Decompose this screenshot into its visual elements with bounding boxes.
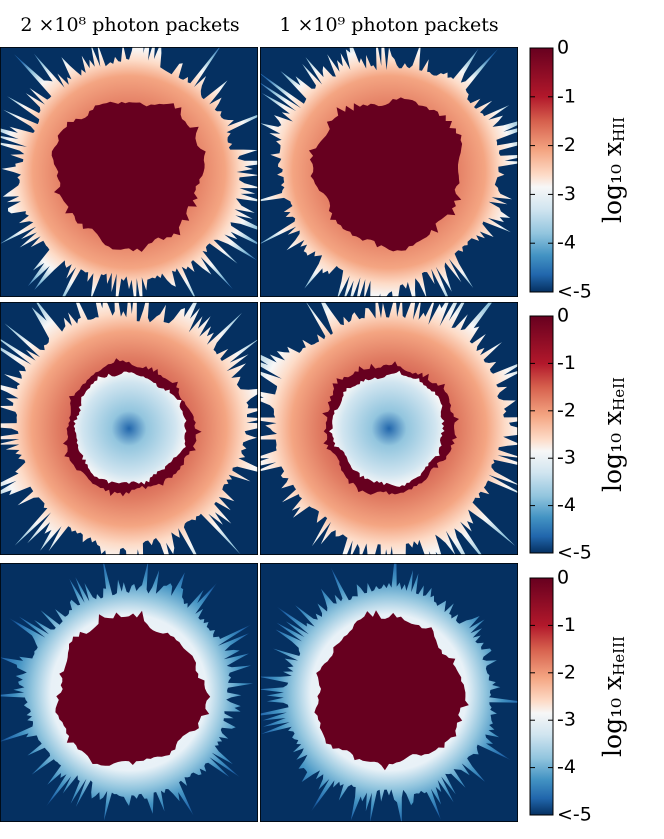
colorbar-tick-label: -3	[557, 447, 576, 469]
panel	[260, 302, 518, 555]
panel	[260, 563, 518, 822]
colorbar-tick-label: -4	[557, 494, 576, 516]
colorbar-tick-label: -1	[557, 352, 576, 374]
colorbar-tick-label: -2	[557, 399, 576, 421]
colorbar	[529, 315, 554, 554]
panel	[0, 47, 258, 297]
colorbar-label: log₁₀ xHeII	[598, 377, 629, 492]
colorbar-label-base: log₁₀ x	[598, 142, 627, 223]
ionized-core	[51, 101, 206, 252]
inner-region	[329, 370, 445, 487]
colorbar-tick-label: -3	[557, 183, 576, 205]
colorbar-tick-label: <-5	[557, 804, 592, 826]
colorbar-tick-label: 0	[557, 37, 569, 59]
ionized-core	[314, 610, 469, 771]
colorbar-tick-label: -1	[557, 85, 576, 107]
column-title: 2 ×10⁸ photon packets	[20, 14, 239, 36]
column-title: 1 ×10⁹ photon packets	[279, 14, 498, 36]
colorbar-tick-label: -1	[557, 614, 576, 636]
colorbar	[529, 577, 554, 816]
ionized-core	[55, 610, 211, 766]
colorbar-tick-label: <-5	[557, 281, 592, 303]
colorbar-tick-label: -2	[557, 661, 576, 683]
colorbar-label-sub: HeII	[610, 377, 628, 411]
colorbar-label-sub: HeIII	[610, 636, 628, 676]
colorbar-label-base: log₁₀ x	[598, 411, 627, 492]
colorbar-tick-label: -4	[557, 232, 576, 254]
colorbar	[529, 47, 554, 293]
colorbar-tick-label: 0	[557, 567, 569, 589]
colorbar-tick-label: 0	[557, 305, 569, 327]
colorbar-label-sub: HII	[610, 117, 628, 142]
panel	[260, 47, 518, 297]
colorbar-label: log₁₀ xHeIII	[598, 636, 629, 757]
colorbar-tick-label: <-5	[557, 542, 592, 564]
ionized-core	[308, 97, 463, 252]
colorbar-tick-label: -3	[557, 709, 576, 731]
colorbar-tick-label: -2	[557, 134, 576, 156]
panel	[0, 563, 258, 822]
inner-region	[73, 371, 187, 485]
colorbar-label-base: log₁₀ x	[598, 676, 627, 757]
panel	[0, 302, 258, 555]
colorbar-label: log₁₀ xHII	[598, 117, 629, 223]
colorbar-tick-label: -4	[557, 756, 576, 778]
